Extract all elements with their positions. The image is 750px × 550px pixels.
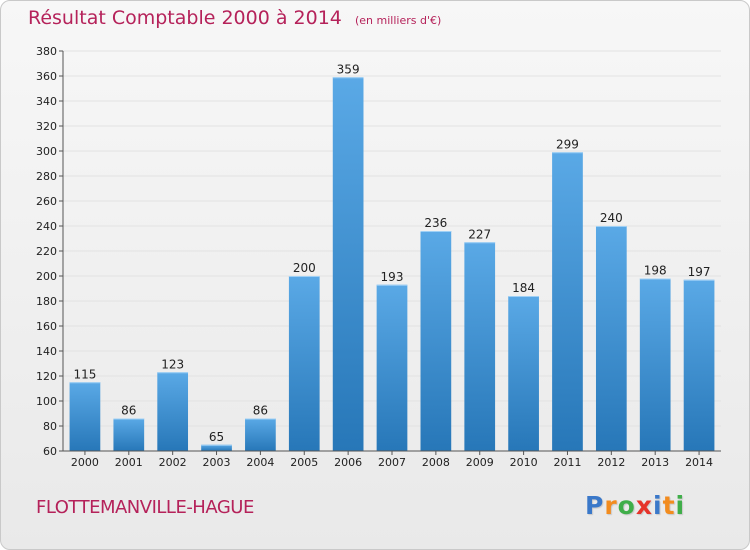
bar-value-label: 193 [381, 270, 404, 284]
logo-letter: i [653, 491, 663, 520]
y-tick-label: 180 [36, 295, 57, 308]
y-tick-label: 200 [36, 270, 57, 283]
y-tick-label: 240 [36, 220, 57, 233]
x-tick-label: 2005 [290, 456, 318, 469]
x-tick-label: 2000 [71, 456, 99, 469]
logo-letter: P [585, 491, 605, 520]
y-tick-label: 220 [36, 245, 57, 258]
x-tick-label: 2010 [510, 456, 538, 469]
bar-value-label: 236 [424, 216, 447, 230]
proxiti-logo[interactable]: Proxiti [585, 491, 685, 520]
x-tick-label: 2004 [246, 456, 274, 469]
bar-value-label: 198 [644, 264, 667, 278]
x-tick-label: 2006 [334, 456, 362, 469]
bar [332, 77, 364, 451]
y-tick-label: 260 [36, 195, 57, 208]
y-tick-label: 300 [36, 145, 57, 158]
bar-value-label: 359 [337, 62, 360, 76]
x-tick-label: 2012 [597, 456, 625, 469]
y-tick-label: 280 [36, 170, 57, 183]
chart-title-main: Résultat Comptable 2000 à 2014 [28, 7, 342, 29]
logo-letter: t [662, 491, 676, 520]
x-tick-label: 2007 [378, 456, 406, 469]
chart-title: Résultat Comptable 2000 à 2014 (en milli… [28, 7, 441, 29]
logo-letter: o [617, 491, 636, 520]
logo-letter: x [635, 491, 653, 520]
y-tick-label: 100 [36, 395, 57, 408]
logo-letter: r [604, 491, 618, 520]
bar [683, 279, 715, 451]
bar-value-label: 86 [253, 404, 268, 418]
x-tick-label: 2003 [203, 456, 231, 469]
bar-value-label: 65 [209, 430, 224, 444]
bar-value-label: 227 [468, 227, 491, 241]
x-axis: 2000 2001 2002 2003 2004 2005 2006 2007 2008 2009… [63, 450, 721, 469]
y-tick-label: 60 [43, 445, 57, 458]
bar [245, 418, 276, 451]
y-tick-label: 160 [36, 320, 57, 333]
x-tick-label: 2014 [685, 456, 713, 469]
bar-value-label: 299 [556, 137, 579, 151]
bar [464, 242, 496, 451]
bar-value-label: 86 [121, 404, 136, 418]
bar [639, 278, 671, 451]
y-tick-label: 340 [36, 95, 57, 108]
x-tick-label: 2001 [115, 456, 143, 469]
commune-name: FLOTTEMANVILLE-HAGUE [36, 497, 254, 518]
x-tick-label: 2008 [422, 456, 450, 469]
bar-value-label: 123 [161, 357, 184, 371]
bar-value-label: 197 [688, 265, 711, 279]
y-axis: 60 80 100 120 140 160 180 200 220 240 260 280 300 320… [36, 45, 64, 458]
x-tick-label: 2011 [553, 456, 581, 469]
bar-value-label: 115 [73, 367, 96, 381]
y-tick-label: 120 [36, 370, 57, 383]
bar [288, 276, 320, 451]
y-tick-label: 360 [36, 70, 57, 83]
y-tick-label: 80 [43, 420, 57, 433]
bar [508, 296, 539, 451]
bar [552, 152, 583, 451]
y-tick-label: 380 [36, 45, 57, 58]
x-tick-label: 2013 [641, 456, 669, 469]
logo-letter: i [675, 491, 686, 520]
bar [376, 284, 408, 451]
chart-title-unit: (en milliers d'€) [354, 14, 442, 27]
bar-value-label: 200 [293, 261, 316, 275]
x-tick-label: 2002 [159, 456, 187, 469]
bar [157, 372, 189, 451]
bar [113, 418, 145, 451]
bar [420, 231, 452, 451]
x-tick-label: 2009 [466, 456, 494, 469]
bar-value-label: 184 [512, 281, 535, 295]
bar [69, 382, 101, 451]
bar [201, 444, 232, 451]
y-tick-label: 320 [36, 120, 57, 133]
bar-value-label: 240 [600, 211, 623, 225]
bar [595, 226, 627, 451]
y-tick-label: 140 [36, 345, 57, 358]
bars: 115 86 123 65 86 200 359 193 236 227 184 299 240 198 1… [69, 62, 715, 451]
